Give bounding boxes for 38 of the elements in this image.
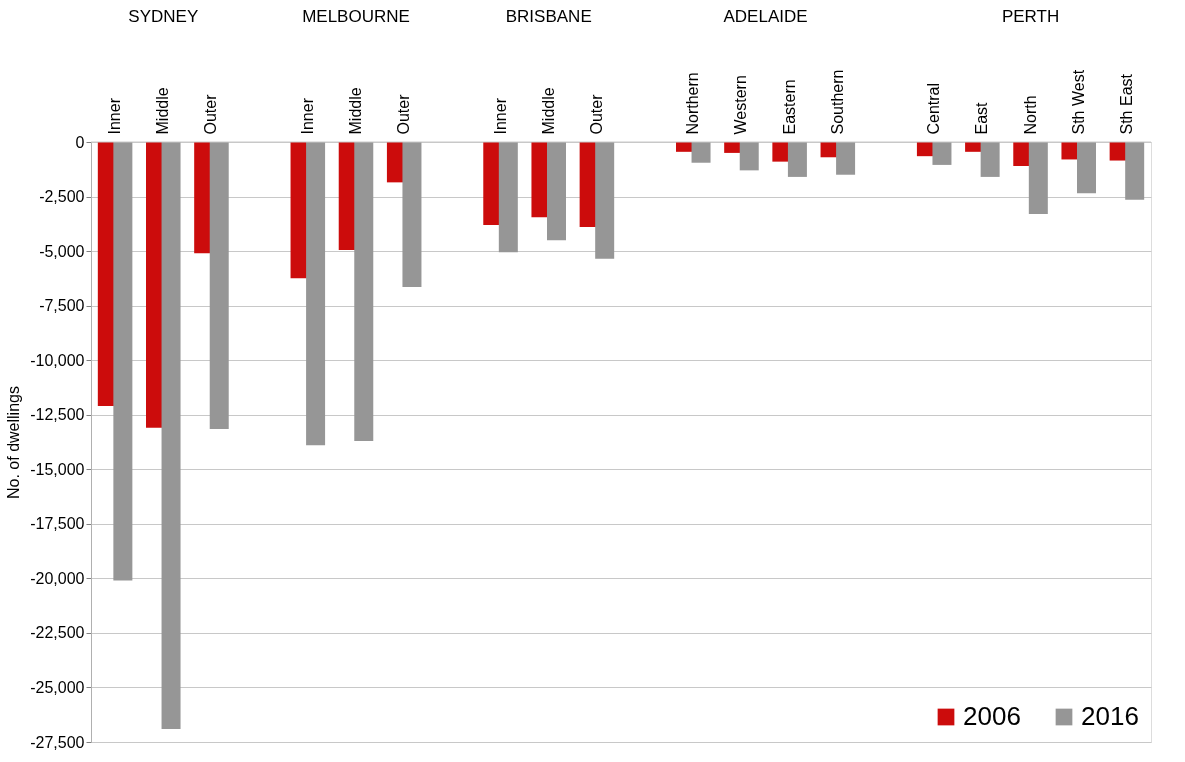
x-tick-label: North xyxy=(1021,95,1039,135)
text: BRISBANE xyxy=(505,7,592,26)
x-tick-label: Outer xyxy=(395,93,413,135)
x-tick-label: Sth East xyxy=(1117,73,1135,135)
legend-label: 2016 xyxy=(1081,701,1139,731)
x-tick-label: Outer xyxy=(587,93,605,135)
text: PERTH xyxy=(1001,7,1060,26)
x-tick-label: Middle xyxy=(539,87,557,135)
x-tick-label: Eastern xyxy=(780,79,798,135)
y-tick-label: -20,000 xyxy=(30,569,85,587)
y-tick-label: 0 xyxy=(75,133,85,151)
x-tick-label: Southern xyxy=(828,69,846,135)
x-tick-label: Outer xyxy=(202,93,220,135)
x-tick-label: Middle xyxy=(154,87,172,135)
y-tick-label: -25,000 xyxy=(30,678,85,696)
y-tick-label: -10,000 xyxy=(30,351,85,369)
x-tick-label: Inner xyxy=(298,97,316,135)
y-tick-label: -17,500 xyxy=(30,515,85,533)
y-tick-label: -15,000 xyxy=(30,460,85,478)
y-tick-label: -7,500 xyxy=(39,297,85,315)
x-tick-label: Inner xyxy=(491,97,509,135)
y-tick-label: -5,000 xyxy=(39,242,85,260)
x-tick-label: Sth West xyxy=(1069,69,1087,135)
x-tick-label: Central xyxy=(925,82,943,135)
text: MELBOURNE xyxy=(302,7,410,26)
y-axis-title: No. of dwellings xyxy=(5,386,23,499)
legend-label: 2006 xyxy=(963,701,1021,731)
y-tick-label: -27,500 xyxy=(30,733,85,751)
y-tick-label: -22,500 xyxy=(30,624,85,642)
x-tick-label: East xyxy=(973,101,991,135)
y-tick-label: -12,500 xyxy=(30,406,85,424)
text: SYDNEY xyxy=(128,7,199,26)
x-tick-label: Inner xyxy=(106,97,124,135)
x-tick-label: Northern xyxy=(684,72,702,135)
x-tick-label: Western xyxy=(732,75,750,135)
text: ADELAIDE xyxy=(723,7,808,26)
y-tick-label: -2,500 xyxy=(39,188,85,206)
x-tick-label: Middle xyxy=(347,87,364,135)
